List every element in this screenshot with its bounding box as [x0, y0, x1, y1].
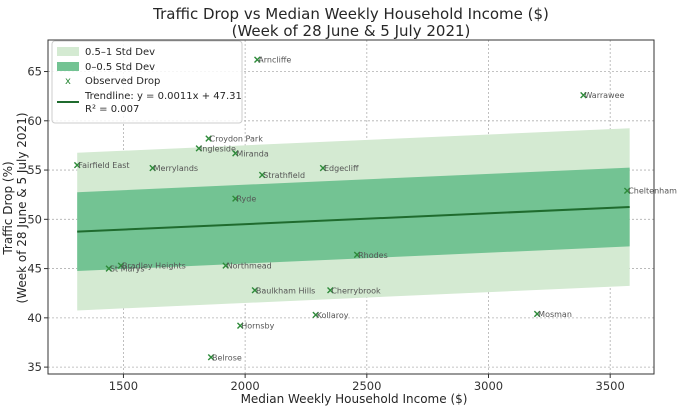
- data-point: Bradley Heights: [117, 262, 186, 271]
- point-marker-stroke: [327, 286, 334, 294]
- data-point: Hornsby: [236, 322, 275, 331]
- data-point: Arncliffe: [254, 56, 291, 65]
- y-tick-label: 45: [27, 262, 42, 276]
- point-label: St Marys: [110, 265, 145, 274]
- point-marker-stroke: [73, 161, 81, 169]
- data-point: Strathfield: [258, 171, 305, 180]
- point-label: Merrylands: [154, 164, 198, 173]
- point-marker-stroke: [205, 135, 212, 142]
- y-tick-label: 60: [27, 114, 42, 128]
- chart-title-line1: Traffic Drop vs Median Weekly Household …: [152, 5, 549, 23]
- point-marker-stroke: [207, 353, 215, 361]
- point-marker-stroke: [222, 262, 229, 269]
- point-marker-stroke: [195, 145, 203, 152]
- point-marker-stroke: [117, 262, 125, 269]
- legend-swatch-inner-band: [57, 62, 79, 71]
- data-point: Cherrybrook: [327, 286, 381, 295]
- point-label: Kollaroy: [317, 311, 349, 320]
- y-axis-label-line1: Traffic Drop (%): [1, 161, 15, 255]
- point-marker-stroke: [251, 286, 259, 294]
- point-label: Baulkham Hills: [256, 286, 315, 295]
- data-point: Edgecliff: [319, 164, 359, 173]
- point-marker-stroke: [533, 310, 541, 318]
- point-marker-stroke: [254, 56, 261, 63]
- point-marker-stroke: [353, 251, 361, 259]
- point-label: Fairfield East: [78, 161, 129, 170]
- data-point: Warrawee: [580, 91, 625, 100]
- data-point: Cheltenham: [623, 187, 677, 196]
- legend-swatch-outer-band: [57, 47, 79, 56]
- point-label: Miranda: [236, 149, 268, 158]
- point-marker-stroke: [623, 187, 631, 195]
- point-marker-stroke: [580, 91, 587, 99]
- data-point: Kollaroy: [312, 311, 349, 320]
- point-marker-stroke: [105, 265, 113, 272]
- point-label: Bradley Heights: [122, 262, 186, 271]
- point-label: Cherrybrook: [331, 286, 381, 295]
- trendline: [77, 206, 630, 233]
- point-marker-stroke: [236, 322, 244, 330]
- legend-marker-observed: x: [65, 76, 71, 87]
- data-point: Baulkham Hills: [251, 286, 315, 295]
- data-point: St Marys: [105, 265, 145, 274]
- point-label: Mosman: [538, 310, 572, 319]
- trend-line: [77, 206, 630, 233]
- legend-label-r2: R² = 0.007: [85, 104, 139, 115]
- point-marker-stroke: [312, 311, 320, 319]
- y-axis-label-line2: (Week of 28 June & 5 July 2021): [15, 112, 29, 303]
- point-marker-stroke: [232, 150, 239, 157]
- plot-frame: [47, 39, 655, 375]
- data-point: Merrylands: [149, 164, 198, 173]
- point-label: Rhodes: [358, 251, 388, 260]
- x-tick-label: 3500: [596, 379, 625, 393]
- legend-label-trend: Trendline: y = 0.0011x + 47.31: [84, 91, 242, 102]
- point-label: Arncliffe: [258, 56, 291, 65]
- y-tick-label: 40: [27, 311, 42, 325]
- data-point: Fairfield East: [73, 161, 130, 170]
- point-marker-stroke: [258, 171, 266, 179]
- legend-label-observed: Observed Drop: [85, 76, 160, 87]
- legend-label-outer-band: 0.5–1 Std Dev: [85, 47, 155, 58]
- y-tick-label: 65: [27, 65, 42, 79]
- point-marker-stroke: [319, 164, 327, 172]
- observed-points: Arncliffe Warrawee Croydon ParkInglesideMi…: [73, 56, 677, 362]
- data-point: Miranda: [232, 149, 269, 158]
- point-label: Warrawee: [584, 91, 624, 100]
- point-label: Strathfield: [263, 171, 305, 180]
- data-point: Croydon Park: [205, 135, 264, 144]
- chart-title-line2: (Week of 28 June & 5 July 2021): [232, 22, 471, 40]
- y-tick-label: 55: [27, 163, 42, 177]
- data-point: Northmead: [222, 262, 272, 271]
- y-tick-label: 35: [27, 360, 42, 374]
- legend-label-inner-band: 0–0.5 Std Dev: [85, 62, 155, 73]
- legend-frame: [51, 40, 243, 124]
- axes: 1500 2000 2500 3000 3500 35 40 45 50 55 60 65: [27, 39, 655, 393]
- data-point: Ingleside: [195, 144, 236, 153]
- x-tick-label: 1500: [109, 379, 138, 393]
- point-marker-stroke: [232, 195, 239, 202]
- y-tick-label: 50: [27, 212, 42, 226]
- point-label: Cheltenham: [628, 187, 677, 196]
- legend: 0.5–1 Std Dev 0–0.5 Std Dev x Observed D…: [51, 40, 243, 124]
- point-marker-stroke: [149, 164, 156, 172]
- point-label: Northmead: [227, 262, 272, 271]
- data-point: Belrose: [207, 353, 242, 362]
- point-label: Croydon Park: [210, 135, 264, 144]
- x-tick-label: 2000: [230, 379, 259, 393]
- x-axis-label: Median Weekly Household Income ($): [241, 392, 468, 406]
- data-point: Rhodes: [353, 251, 388, 260]
- x-tick-label: 3000: [474, 379, 503, 393]
- point-label: Hornsby: [241, 322, 274, 331]
- point-label: Edgecliff: [324, 164, 359, 173]
- point-label: Belrose: [212, 353, 242, 362]
- point-label: Ryde: [236, 195, 256, 204]
- data-point: Mosman: [533, 310, 572, 319]
- data-point: Ryde: [232, 195, 256, 204]
- x-tick-label: 2500: [352, 379, 381, 393]
- point-label: Ingleside: [200, 144, 236, 153]
